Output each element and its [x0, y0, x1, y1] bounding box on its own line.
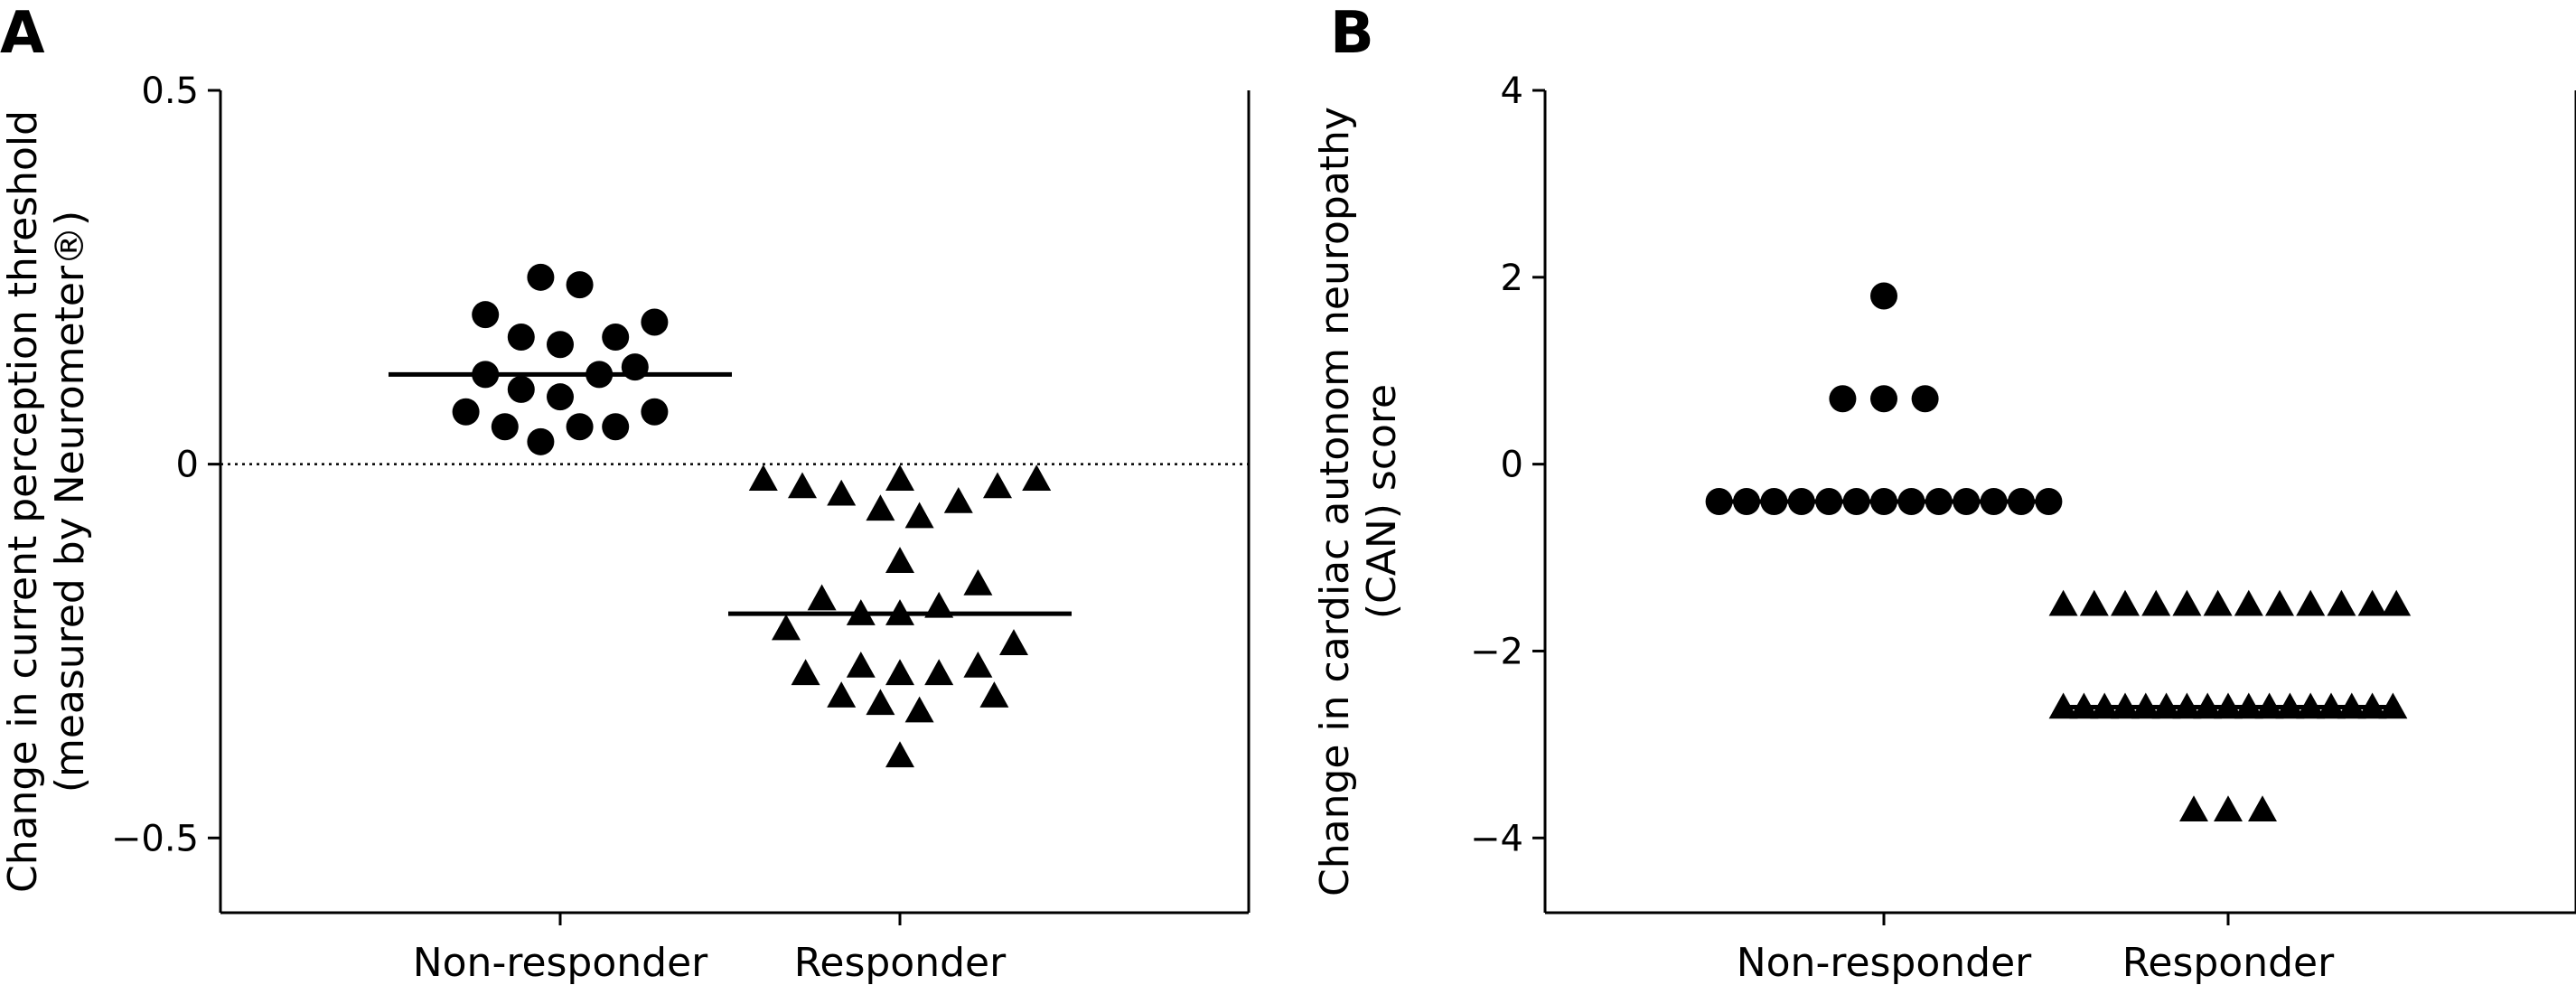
- y-tick-label: 0: [1501, 445, 1523, 486]
- data-point-triangle: [2079, 589, 2109, 616]
- y-axis-label: (measured by Neurometer®): [47, 211, 93, 793]
- data-point-triangle: [2327, 589, 2356, 616]
- x-category-label: Responder: [794, 940, 1007, 985]
- data-point-triangle: [2172, 589, 2202, 616]
- data-point-triangle: [885, 464, 914, 491]
- data-point-triangle: [2234, 589, 2263, 616]
- data-point-triangle: [2382, 589, 2412, 616]
- data-point-triangle: [2179, 795, 2208, 822]
- data-point-circle: [527, 427, 555, 455]
- data-point-triangle: [827, 681, 857, 708]
- y-tick-label: −0.5: [111, 818, 199, 859]
- data-point-triangle: [866, 689, 895, 716]
- data-point-triangle: [788, 472, 817, 499]
- data-point-circle: [507, 375, 535, 403]
- y-axis-label: Change in cardiac autonom neuropathy: [1312, 107, 1358, 896]
- data-point-triangle: [807, 584, 837, 611]
- data-point-circle: [547, 331, 574, 359]
- panel-a: A 0.5 0 −0.5 Non-responder Responder Change in…: [0, 0, 1251, 985]
- panel-letter: B: [1330, 0, 1374, 67]
- data-point-circle: [1911, 385, 1939, 413]
- data-point-triangle: [2111, 589, 2140, 616]
- data-point-circle: [1870, 385, 1897, 413]
- data-point-circle: [547, 383, 574, 411]
- data-point-circle: [641, 308, 669, 336]
- data-point-triangle: [866, 494, 895, 521]
- data-point-circle: [1870, 282, 1897, 310]
- data-point-triangle: [2214, 795, 2243, 822]
- data-point-triangle: [2296, 589, 2326, 616]
- data-point-circle: [1829, 385, 1857, 413]
- data-point-triangle: [885, 741, 914, 768]
- data-point-triangle: [827, 479, 857, 506]
- data-point-circle: [602, 324, 630, 351]
- y-tick-label: 0: [176, 445, 199, 486]
- data-point-triangle: [846, 652, 876, 678]
- data-point-circle: [527, 263, 555, 291]
- data-point-triangle: [2203, 589, 2233, 616]
- y-tick-label: 4: [1501, 70, 1523, 112]
- data-point-triangle: [885, 659, 914, 686]
- data-point-triangle: [924, 591, 954, 618]
- y-axis-label: Change in current perception threshold: [0, 110, 46, 893]
- data-point-circle: [602, 413, 630, 441]
- data-point-triangle: [983, 472, 1012, 499]
- x-category-label: Non-responder: [413, 940, 708, 985]
- data-point-circle: [472, 301, 500, 329]
- data-point-circle: [507, 324, 535, 351]
- data-point-triangle: [2248, 795, 2277, 822]
- data-point-triangle: [904, 502, 934, 529]
- y-axis-label: (CAN) score: [1359, 384, 1405, 619]
- data-point-triangle: [999, 629, 1028, 655]
- y-tick-label: −4: [1470, 818, 1523, 859]
- data-point-triangle: [963, 652, 993, 678]
- data-point-triangle: [2357, 589, 2387, 616]
- panel-b: B 4 2 0 −2 −4 Non-responder Responder Change in …: [1312, 0, 2576, 985]
- x-category-label: Responder: [2122, 940, 2335, 985]
- data-point-triangle: [943, 487, 973, 513]
- data-point-circle: [641, 398, 669, 426]
- data-point-triangle: [1022, 464, 1052, 491]
- data-point-triangle: [924, 659, 954, 686]
- data-point-circle: [491, 413, 519, 441]
- y-tick-label: 0.5: [141, 70, 199, 112]
- data-point-circle: [566, 271, 594, 299]
- y-tick-label: −2: [1470, 631, 1523, 672]
- data-point-circle: [452, 398, 480, 426]
- data-point-triangle: [2265, 589, 2294, 616]
- data-point-triangle: [963, 569, 993, 596]
- data-point-triangle: [748, 464, 778, 491]
- data-point-triangle: [791, 659, 820, 686]
- y-tick-label: 2: [1501, 258, 1523, 299]
- data-point-circle: [566, 413, 594, 441]
- panel-letter: A: [0, 0, 45, 67]
- x-category-label: Non-responder: [1737, 940, 2032, 985]
- data-point-triangle: [979, 681, 1009, 708]
- data-point-triangle: [772, 614, 801, 641]
- data-point-triangle: [885, 547, 914, 573]
- data-point-triangle: [2141, 589, 2171, 616]
- data-point-triangle: [904, 696, 934, 723]
- data-point-triangle: [2048, 589, 2078, 616]
